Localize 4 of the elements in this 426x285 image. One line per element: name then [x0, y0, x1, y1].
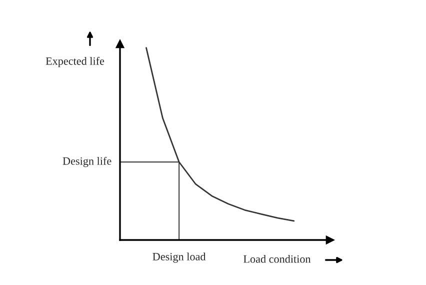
text: Design load	[152, 252, 206, 263]
x-axis-title: Load condition	[244, 254, 311, 263]
y-axis-title: Expected life	[46, 56, 104, 68]
ref-line-label: Design life	[62, 156, 112, 168]
